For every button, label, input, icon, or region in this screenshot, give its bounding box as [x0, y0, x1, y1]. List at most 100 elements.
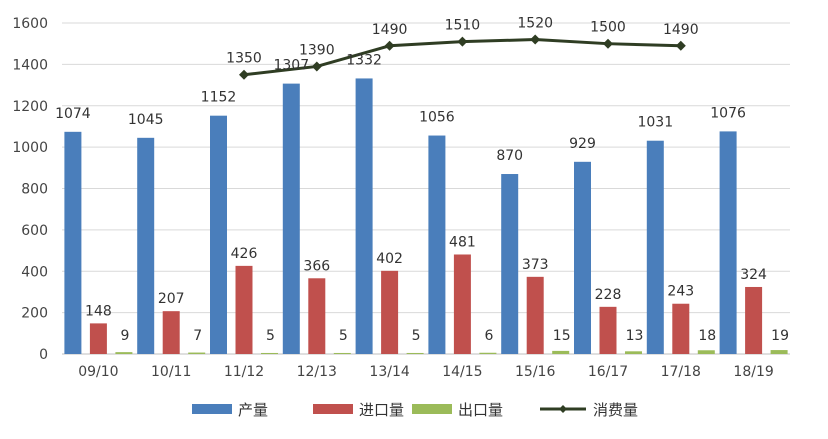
bar-产量 [355, 78, 373, 354]
bar-出口量 [333, 352, 351, 354]
data-label: 5 [412, 328, 421, 344]
legend-item: 出口量 [412, 401, 503, 419]
x-tick-label: 13/14 [369, 364, 409, 380]
bar-进口量 [235, 265, 253, 354]
line-point [530, 34, 541, 45]
data-label: 366 [303, 258, 330, 274]
data-label: 19 [771, 328, 789, 344]
line-point [457, 36, 468, 47]
data-label: 6 [484, 328, 493, 344]
data-label: 1152 [201, 90, 237, 106]
legend-label: 进口量 [359, 401, 404, 419]
bar-进口量 [381, 270, 399, 354]
legend-swatch [313, 404, 353, 414]
line-data-label: 1490 [663, 22, 699, 38]
line-point [675, 40, 686, 51]
data-label: 870 [496, 148, 523, 164]
y-tick-label: 0 [39, 347, 48, 363]
data-label: 5 [266, 328, 275, 344]
y-tick-label: 1400 [12, 57, 48, 73]
data-label: 1056 [419, 110, 455, 126]
bar-出口量 [406, 352, 424, 354]
data-label: 373 [522, 257, 549, 273]
legend-label: 消费量 [593, 401, 638, 419]
bar-进口量 [308, 278, 326, 354]
line-point [384, 40, 395, 51]
data-label: 1076 [710, 105, 746, 121]
y-tick-label: 600 [21, 223, 48, 239]
bar-产量 [719, 131, 737, 354]
data-labels: 1074 1045 1152 1307 1332 1056 870 929 1031 1076 14… [55, 16, 789, 344]
x-tick-label: 15/16 [515, 364, 555, 380]
data-label: 426 [231, 246, 258, 262]
bar-进口量 [162, 311, 180, 354]
data-label: 15 [553, 328, 571, 344]
bar-产量 [574, 161, 591, 354]
legend-marker [559, 405, 567, 413]
consumption-line [239, 34, 686, 80]
legend-item: 产量 [192, 401, 268, 419]
bar-出口量 [697, 350, 715, 354]
bar-产量 [428, 135, 446, 354]
bar-产量 [64, 131, 82, 354]
bar-进口量 [745, 286, 763, 354]
line-data-label: 1490 [372, 22, 408, 38]
line-data-label: 1510 [445, 18, 481, 34]
y-axis: 0 200 400 600 800 1000 1200 1400 1600 [12, 16, 48, 363]
bar-进口量 [599, 306, 617, 354]
line-point [603, 38, 613, 49]
data-label: 18 [698, 328, 716, 344]
x-tick-label: 14/15 [442, 364, 482, 380]
x-tick-label: 09/10 [78, 364, 118, 380]
legend-label: 出口量 [458, 401, 503, 419]
legend-swatch [412, 404, 452, 414]
bar-产量 [646, 140, 664, 354]
bar-进口量 [672, 303, 690, 354]
bar-出口量 [770, 350, 788, 354]
data-label: 13 [626, 328, 644, 344]
line-data-label: 1350 [226, 51, 262, 67]
x-tick-label: 18/19 [733, 364, 773, 380]
x-tick-label: 10/11 [151, 364, 191, 380]
data-label: 5 [339, 328, 348, 344]
bar-产量 [282, 83, 300, 354]
bar-产量 [501, 174, 519, 354]
line-data-label: 1520 [517, 16, 553, 32]
data-label: 228 [595, 287, 622, 303]
data-label: 7 [193, 328, 202, 344]
bar-出口量 [479, 352, 497, 354]
bar-出口量 [188, 352, 206, 354]
data-label: 9 [120, 328, 129, 344]
x-tick-label: 17/18 [661, 364, 701, 380]
data-label: 1031 [637, 115, 673, 131]
line-point [311, 61, 322, 72]
y-tick-label: 1600 [12, 16, 48, 32]
x-tick-label: 12/13 [297, 364, 337, 380]
y-tick-label: 1000 [12, 140, 48, 156]
data-label: 1074 [55, 106, 91, 122]
data-label: 148 [85, 303, 112, 319]
data-label: 1045 [128, 112, 164, 128]
data-label: 929 [569, 136, 596, 152]
bar-产量 [137, 137, 155, 354]
x-tick-label: 16/17 [588, 364, 628, 380]
data-label: 402 [376, 251, 403, 267]
bar-进口量 [526, 276, 544, 354]
data-label: 1332 [346, 52, 382, 68]
bar-产量 [210, 115, 227, 355]
grid [62, 22, 790, 314]
data-label: 481 [449, 234, 476, 250]
bar-出口量 [115, 352, 133, 354]
bar-出口量 [261, 352, 278, 354]
legend-item: 进口量 [313, 401, 404, 419]
data-label: 207 [158, 291, 185, 307]
bar-出口量 [552, 350, 570, 354]
legend: 产量 进口量 出口量 消费量 [192, 401, 638, 419]
data-label: 1307 [273, 58, 309, 74]
legend-item: 消费量 [540, 401, 638, 419]
y-tick-label: 1200 [12, 99, 48, 115]
line-point [239, 69, 249, 80]
data-label: 243 [667, 284, 694, 300]
bar-出口量 [625, 351, 642, 354]
